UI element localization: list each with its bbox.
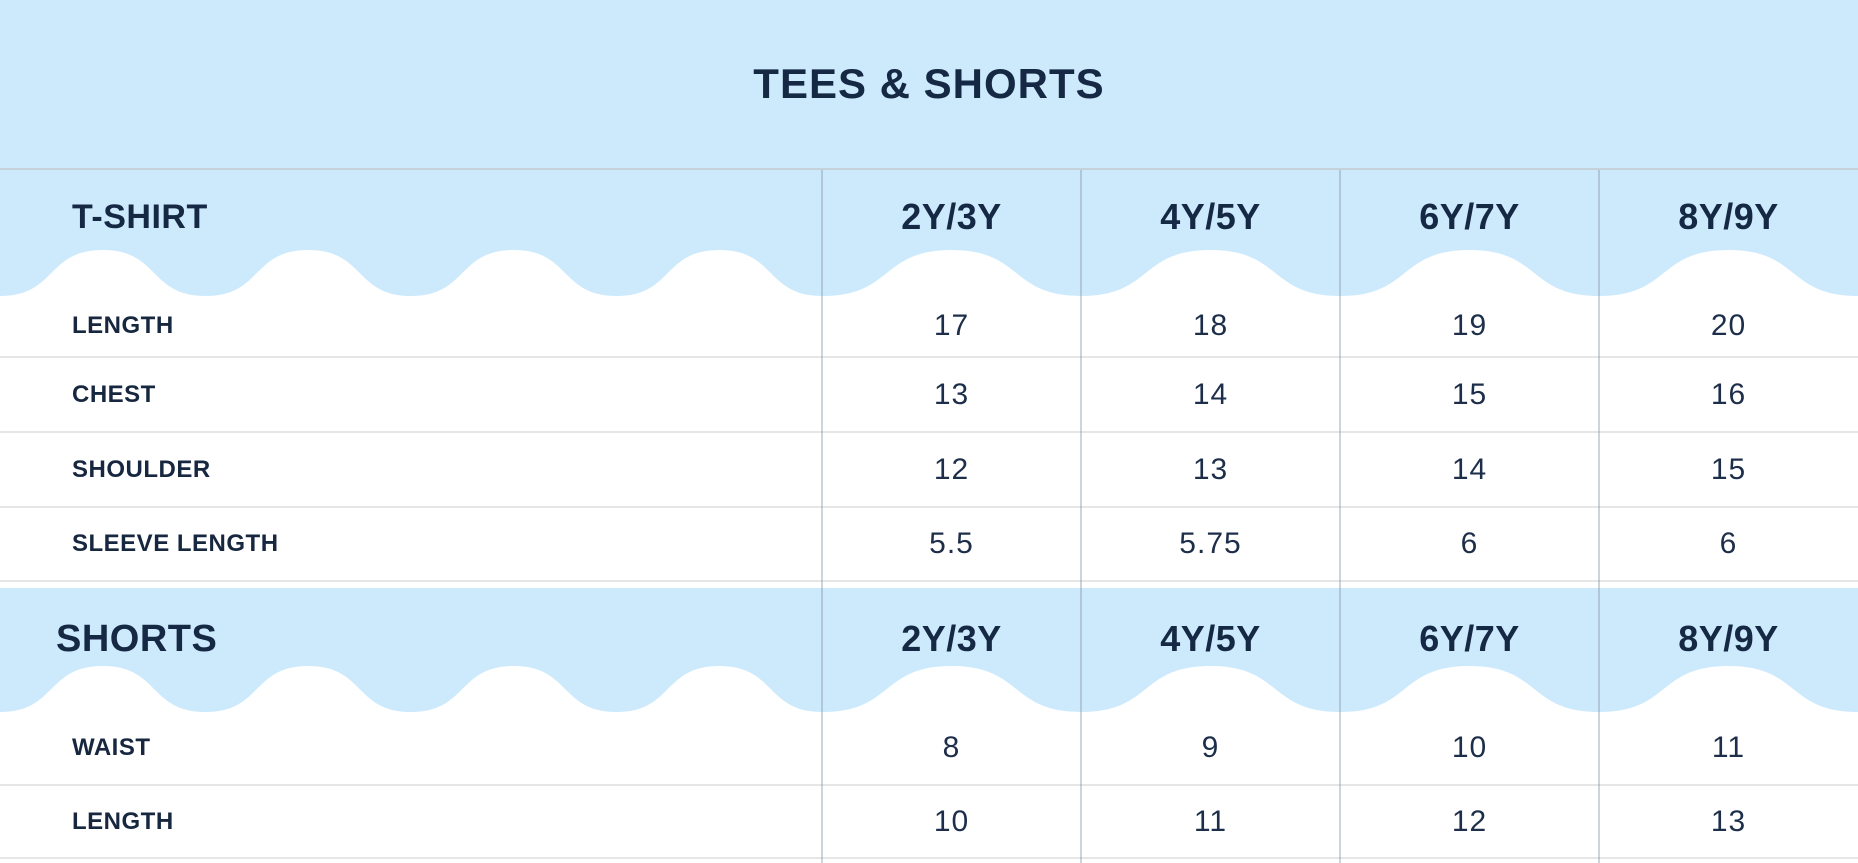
row-label-waist: WAIST (72, 734, 151, 761)
shorts-header-row: SHORTS 2Y/3Y 4Y/5Y 6Y/7Y 8Y/9Y (0, 588, 1858, 666)
cell-value: 5.75 (1179, 527, 1242, 560)
wave-decoration (0, 666, 1858, 712)
row-label-length-shorts: LENGTH (72, 807, 174, 835)
cell-value: 12 (1451, 804, 1488, 838)
tshirt-header-row: T-SHIRT 2Y/3Y 4Y/5Y 6Y/7Y 8Y/9Y (0, 170, 1858, 250)
cell-value: 12 (933, 452, 970, 486)
table-row: SHOULDER 12 13 14 15 (0, 433, 1858, 508)
cell-value: 11 (1711, 731, 1746, 764)
table-row: LENGTH 10 11 12 13 (0, 786, 1858, 859)
page-title: TEES & SHORTS (753, 60, 1105, 107)
section-title-shorts: SHORTS (56, 617, 218, 660)
cell-value: 11 (1193, 804, 1228, 838)
cell-value: 8 (942, 731, 961, 764)
cell-value: 15 (1710, 452, 1747, 486)
title-band: TEES & SHORTS (0, 0, 1858, 170)
cell-value: 14 (1451, 452, 1488, 486)
cell-value: 6 (1460, 527, 1479, 560)
cell-value: 16 (1710, 377, 1747, 411)
table-row: SLEEVE LENGTH 5.5 5.75 6 6 (0, 508, 1858, 582)
shorts-column-header-8y9y: 8Y/9Y (1678, 618, 1779, 659)
shorts-column-header-4y5y: 4Y/5Y (1160, 618, 1261, 659)
cell-value: 6 (1719, 527, 1738, 560)
cell-value: 10 (933, 804, 970, 838)
section-title-tshirt: T-SHIRT (72, 197, 208, 236)
row-label-chest: CHEST (72, 380, 156, 408)
table-row: WAIST 8 9 10 11 (0, 712, 1858, 786)
cell-value: 13 (933, 377, 970, 411)
wave-decoration (0, 250, 1858, 296)
tshirt-column-header-4y5y: 4Y/5Y (1160, 196, 1261, 237)
cell-value: 13 (1192, 452, 1229, 486)
tshirt-column-header-2y3y: 2Y/3Y (901, 196, 1002, 237)
cell-value: 9 (1201, 731, 1220, 764)
table-row: LENGTH 17 18 19 20 (0, 296, 1858, 358)
bottom-filler (0, 859, 1858, 863)
row-label-length: LENGTH (72, 312, 174, 339)
tshirt-column-header-8y9y: 8Y/9Y (1678, 196, 1779, 237)
tshirt-column-header-6y7y: 6Y/7Y (1419, 196, 1520, 237)
cell-value: 18 (1192, 309, 1229, 342)
cell-value: 19 (1451, 309, 1488, 342)
section-gap (0, 582, 1858, 588)
cell-value: 20 (1710, 309, 1747, 342)
cell-value: 5.5 (929, 527, 974, 560)
cell-value: 14 (1192, 377, 1229, 411)
shorts-column-header-2y3y: 2Y/3Y (901, 618, 1002, 659)
row-label-sleeve-length: SLEEVE LENGTH (72, 530, 279, 557)
cell-value: 15 (1451, 377, 1488, 411)
cell-value: 17 (933, 309, 970, 342)
row-label-shoulder: SHOULDER (72, 455, 211, 483)
cell-value: 10 (1451, 731, 1488, 764)
cell-value: 13 (1710, 804, 1747, 838)
table-row: CHEST 13 14 15 16 (0, 358, 1858, 433)
shorts-column-header-6y7y: 6Y/7Y (1419, 618, 1520, 659)
